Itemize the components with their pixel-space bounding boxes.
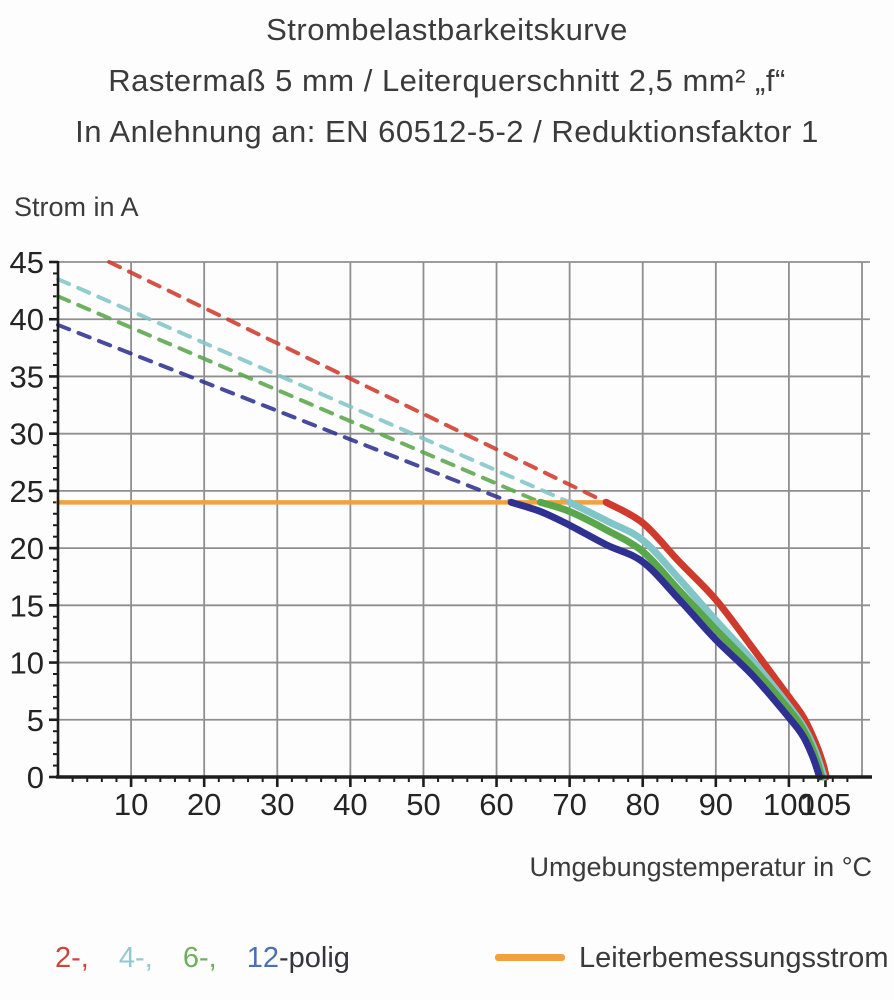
svg-text:20: 20	[10, 531, 44, 566]
svg-text:10: 10	[10, 646, 44, 681]
svg-text:40: 40	[10, 302, 44, 337]
x-axis-label: Umgebungstemperatur in °C	[529, 852, 872, 882]
svg-text:80: 80	[625, 787, 659, 822]
svg-text:10: 10	[114, 787, 148, 822]
svg-text:0: 0	[27, 760, 44, 795]
legend-rated-current: Leiterbemessungsstrom	[495, 942, 888, 975]
chart-title-line2: Rastermaß 5 mm / Leiterquerschnitt 2,5 m…	[108, 63, 786, 98]
svg-text:100: 100	[763, 787, 815, 822]
svg-text:35: 35	[10, 359, 44, 394]
rated-current-line-swatch	[495, 953, 565, 961]
legend-2polig-label: 2-,	[55, 942, 89, 974]
legend-polig-suffix: -polig	[278, 942, 350, 974]
svg-text:40: 40	[333, 787, 367, 822]
rated-current-label: Leiterbemessungsstrom	[579, 942, 889, 974]
svg-text:5: 5	[27, 703, 44, 738]
svg-text:105: 105	[800, 787, 852, 822]
svg-text:70: 70	[552, 787, 586, 822]
legend-4polig-label: 4-,	[118, 942, 153, 974]
svg-text:60: 60	[479, 787, 513, 822]
chart-title-line1: Strombelastbarkeitskurve	[266, 12, 628, 47]
svg-text:45: 45	[10, 245, 44, 280]
svg-text:20: 20	[187, 787, 221, 822]
svg-text:30: 30	[260, 787, 294, 822]
legend-poles: 2-, 4-, 6-, 12-polig	[55, 942, 350, 975]
legend-6polig-label: 6-,	[182, 942, 217, 974]
svg-text:25: 25	[10, 474, 44, 509]
y-axis-label: Strom in A	[14, 192, 139, 222]
chart-title-block: Strombelastbarkeitskurve Rastermaß 5 mm …	[0, 4, 894, 157]
chart-title-line3: In Anlehnung an: EN 60512-5-2 / Reduktio…	[75, 114, 819, 149]
curve-6-polig	[536, 498, 826, 781]
svg-text:90: 90	[699, 787, 733, 822]
curve-12-polig	[507, 498, 824, 781]
legend: 2-, 4-, 6-, 12-polig Leiterbemessungsstr…	[0, 936, 894, 986]
legend-12polig-label: 12	[246, 942, 279, 974]
svg-text:30: 30	[10, 417, 44, 452]
svg-text:50: 50	[406, 787, 440, 822]
svg-text:15: 15	[10, 588, 44, 623]
